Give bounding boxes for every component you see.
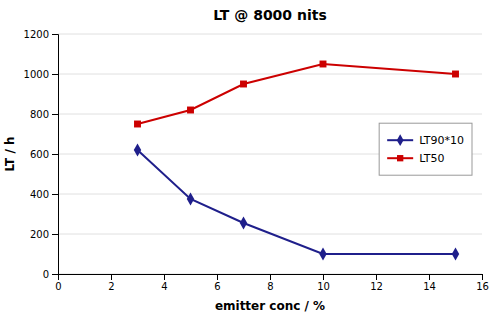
legend-item: LT50 bbox=[387, 152, 444, 165]
legend-marker bbox=[397, 155, 403, 161]
tick-label: 6 bbox=[214, 281, 220, 292]
tick-mark bbox=[164, 274, 165, 280]
tick-label: 10 bbox=[317, 281, 330, 292]
grid bbox=[58, 34, 482, 274]
tick-label: 4 bbox=[161, 281, 167, 292]
tick: 200 bbox=[30, 229, 58, 240]
legend-box bbox=[379, 123, 472, 175]
tick-label: 12 bbox=[370, 281, 383, 292]
grid-line bbox=[58, 34, 482, 35]
tick: 14 bbox=[423, 274, 436, 292]
series-line bbox=[138, 64, 456, 124]
point bbox=[320, 61, 327, 68]
tick: 16 bbox=[476, 274, 489, 292]
plot-area: 0 2 4 6 8 10 12 14 16 0 200 400 600 800 1000 1200 LT90*1… bbox=[24, 29, 489, 292]
axis-line bbox=[52, 35, 59, 275]
chart: 0 2 4 6 8 10 12 14 16 0 200 400 600 800 1000 1200 LT90*1… bbox=[0, 0, 500, 318]
tick: 0 bbox=[43, 269, 58, 280]
tick-label: 600 bbox=[30, 149, 49, 160]
tick: 800 bbox=[30, 109, 58, 120]
tick-label: 1000 bbox=[24, 69, 49, 80]
tick: 8 bbox=[267, 274, 273, 292]
tick-mark bbox=[376, 274, 377, 280]
grid-line bbox=[58, 74, 482, 75]
tick-mark bbox=[52, 194, 58, 195]
point bbox=[240, 81, 247, 88]
tick-mark bbox=[52, 34, 58, 35]
tick: 400 bbox=[30, 189, 58, 200]
tick-mark bbox=[217, 274, 218, 280]
point bbox=[319, 248, 326, 261]
tick-mark bbox=[323, 274, 324, 280]
point bbox=[452, 248, 459, 261]
y-axis-title: LT / h bbox=[3, 136, 17, 171]
legend-label: LT90*10 bbox=[419, 134, 464, 147]
tick-mark bbox=[52, 234, 58, 235]
tick-mark bbox=[52, 274, 58, 275]
tick-label: 200 bbox=[30, 229, 49, 240]
point bbox=[134, 121, 141, 128]
tick-label: 2 bbox=[108, 281, 114, 292]
legend-marker bbox=[397, 134, 404, 146]
grid-line bbox=[58, 194, 482, 195]
tick-mark bbox=[52, 114, 58, 115]
tick: 12 bbox=[370, 274, 383, 292]
point bbox=[187, 193, 194, 206]
tick-label: 800 bbox=[30, 109, 49, 120]
tick: 4 bbox=[161, 274, 167, 292]
x-axis: 0 2 4 6 8 10 12 14 16 bbox=[55, 274, 489, 292]
tick-label: 8 bbox=[267, 281, 273, 292]
tick-mark bbox=[52, 74, 58, 75]
x-axis-title: emitter conc / % bbox=[215, 299, 325, 313]
tick-mark bbox=[111, 274, 112, 280]
tick: 1000 bbox=[24, 69, 58, 80]
legend-label: LT50 bbox=[419, 152, 444, 165]
tick-label: 0 bbox=[43, 269, 49, 280]
legend-item: LT90*10 bbox=[387, 134, 464, 147]
tick: 600 bbox=[30, 149, 58, 160]
point bbox=[240, 217, 247, 230]
tick: 0 bbox=[55, 274, 61, 292]
y-axis: 0 200 400 600 800 1000 1200 bbox=[24, 29, 59, 280]
tick-label: 400 bbox=[30, 189, 49, 200]
grid-line bbox=[58, 114, 482, 115]
tick: 1200 bbox=[24, 29, 58, 40]
point bbox=[187, 107, 194, 114]
tick-mark bbox=[482, 274, 483, 280]
tick-label: 14 bbox=[423, 281, 436, 292]
tick-label: 0 bbox=[55, 281, 61, 292]
legend: LT90*10 LT50 bbox=[379, 123, 472, 175]
tick: 10 bbox=[317, 274, 330, 292]
tick-label: 16 bbox=[476, 281, 489, 292]
tick-mark bbox=[52, 154, 58, 155]
tick: 6 bbox=[214, 274, 220, 292]
tick-label: 1200 bbox=[24, 29, 49, 40]
tick-mark bbox=[429, 274, 430, 280]
axis-line bbox=[59, 275, 483, 281]
title: LT @ 8000 nits bbox=[213, 7, 327, 23]
point bbox=[452, 71, 459, 78]
point bbox=[134, 144, 141, 157]
tick: 2 bbox=[108, 274, 114, 292]
tick-mark bbox=[270, 274, 271, 280]
